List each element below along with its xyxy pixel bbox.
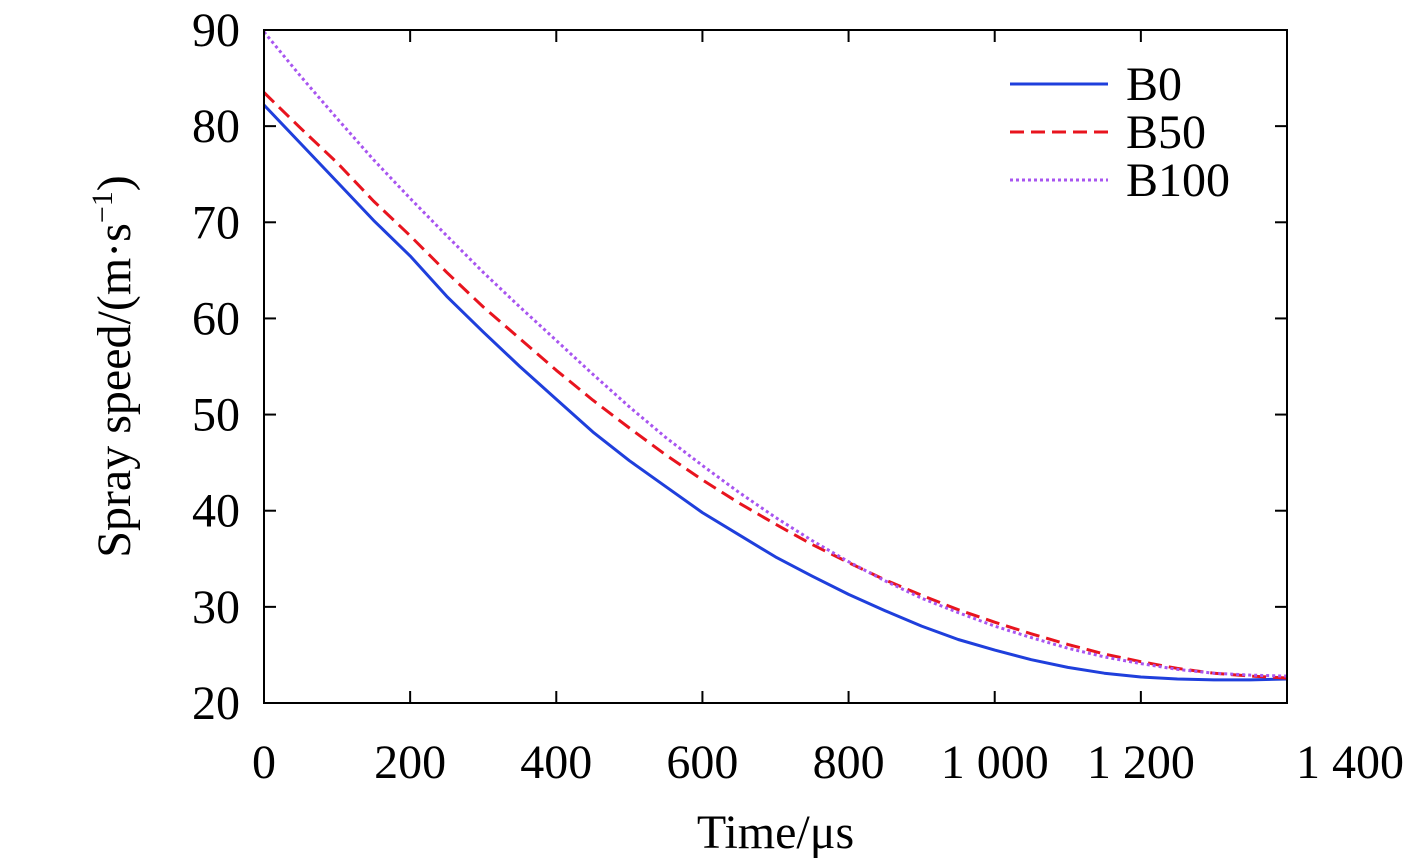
- y-tick-label: 90: [192, 4, 240, 57]
- y-axis-title-unit-exponent: −1: [86, 191, 119, 223]
- x-tick-label: 400: [520, 736, 592, 789]
- y-axis-title: Spray speed/(m·s−1): [86, 175, 141, 558]
- axis-ticks: [263, 29, 1288, 704]
- x-tick-labels: 0 200 400 600 800 1 000 1 200 1 400: [252, 736, 1404, 789]
- y-tick-label: 80: [192, 100, 240, 153]
- x-axis-title: Time/μs: [697, 806, 854, 859]
- y-tick-label: 40: [192, 485, 240, 538]
- x-tick-label: 1 000: [941, 736, 1049, 789]
- series-line-b50: [262, 91, 1288, 680]
- plot-frame: [263, 29, 1288, 704]
- x-tick-label: 600: [666, 736, 738, 789]
- legend-label-b100: B100: [1126, 154, 1230, 207]
- series-line-b0: [262, 103, 1288, 682]
- y-tick-label: 50: [192, 389, 240, 442]
- x-tick-label: 1 200: [1087, 736, 1195, 789]
- legend-label-b50: B50: [1126, 106, 1206, 159]
- y-tick-label: 30: [192, 581, 240, 634]
- y-axis-title-main: Spray speed/(m·s: [88, 223, 141, 558]
- y-tick-label: 20: [192, 677, 240, 730]
- x-tick-label: 200: [374, 736, 446, 789]
- y-tick-label: 60: [192, 292, 240, 345]
- x-tick-label: 1 400: [1296, 736, 1404, 789]
- x-tick-label: 0: [252, 736, 276, 789]
- y-axis-title-close: ): [88, 175, 141, 191]
- legend-label-b0: B0: [1126, 58, 1182, 111]
- y-tick-labels: 20 30 40 50 60 70 80 90: [192, 4, 240, 730]
- y-tick-label: 70: [192, 196, 240, 249]
- series-layer: [262, 30, 1288, 682]
- x-tick-label: 800: [813, 736, 885, 789]
